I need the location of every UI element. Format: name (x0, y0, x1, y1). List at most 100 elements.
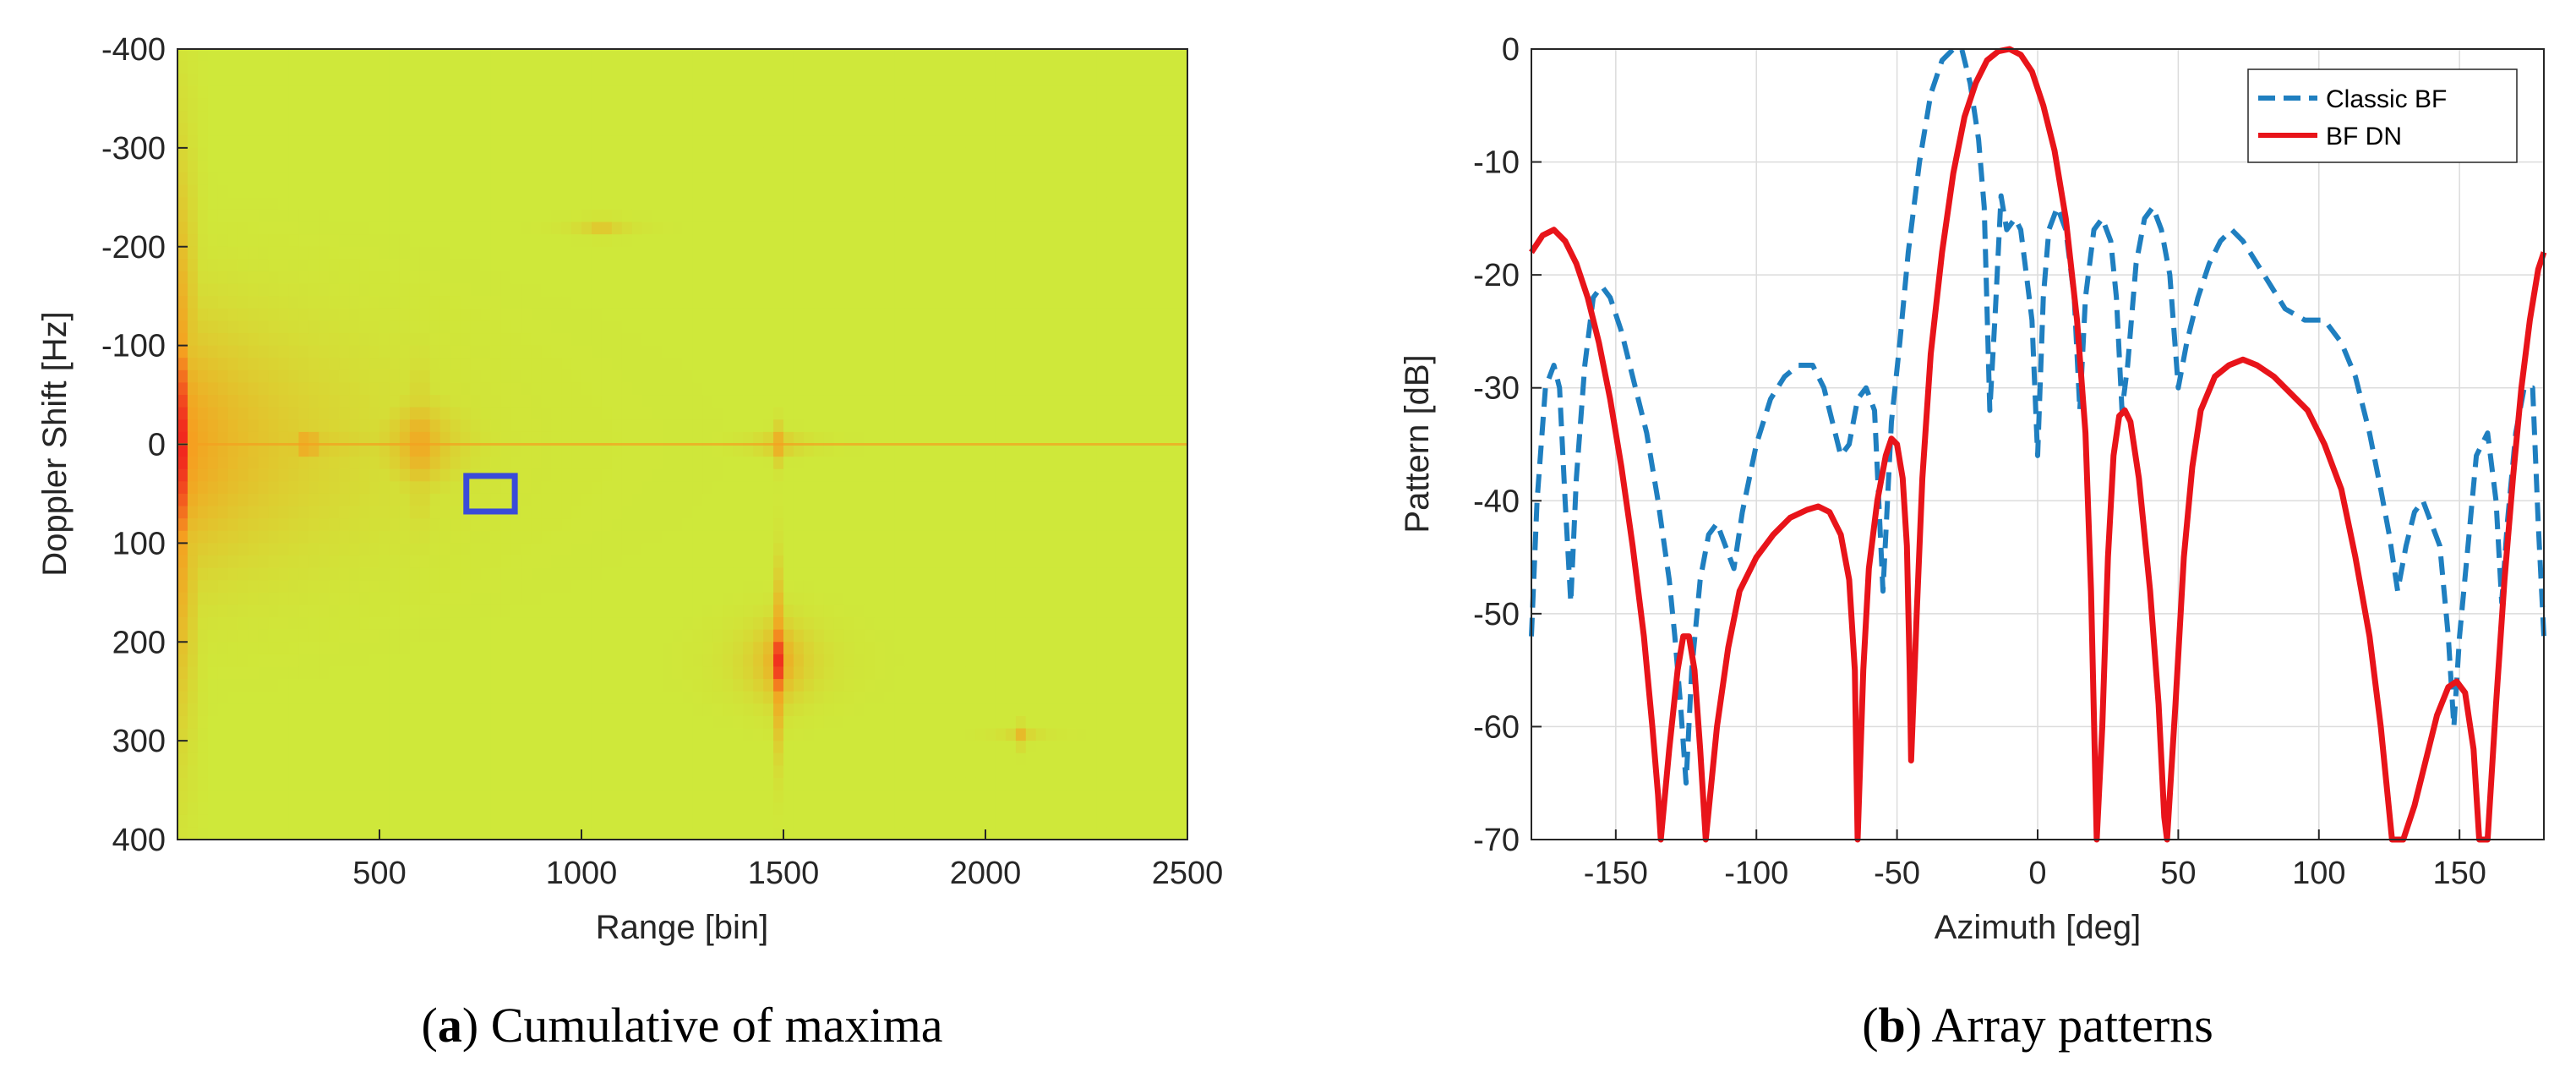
heatmap-cell (429, 333, 441, 347)
heatmap-cell (500, 320, 511, 334)
heatmap-cell (359, 123, 370, 136)
heatmap-cell (1025, 283, 1037, 297)
heatmap-cell (813, 147, 825, 161)
heatmap-cell (581, 111, 592, 124)
heatmap-cell (985, 617, 996, 631)
heatmap-cell (894, 431, 905, 446)
heatmap-cell (268, 147, 280, 161)
heatmap-cell (904, 222, 915, 235)
heatmap-cell (470, 271, 482, 285)
heatmap-cell (187, 605, 199, 618)
heatmap-cell (329, 543, 340, 556)
heatmap-cell (1147, 580, 1158, 594)
heatmap-cell (551, 543, 562, 556)
heatmap-cell (450, 172, 461, 186)
heatmap-cell (551, 518, 562, 532)
heatmap-cell (409, 111, 421, 124)
heatmap-cell (702, 567, 713, 581)
heatmap-cell (531, 506, 542, 519)
heatmap-cell (248, 345, 259, 358)
heatmap-cell (925, 358, 936, 371)
heatmap-cell (763, 468, 774, 482)
heatmap-cell (541, 49, 552, 63)
heatmap-cell (460, 283, 472, 297)
heatmap-cell (187, 111, 199, 124)
heatmap-cell (329, 592, 340, 606)
heatmap-cell (1106, 654, 1117, 668)
heatmap-cell (278, 654, 290, 668)
heatmap-cell (1096, 642, 1107, 655)
heatmap-cell (763, 308, 774, 322)
heatmap-cell (339, 296, 350, 309)
heatmap-cell (864, 592, 876, 606)
heatmap-cell (833, 567, 845, 581)
heatmap-cell (864, 431, 876, 446)
heatmap-cell (723, 283, 734, 297)
heatmap-cell (329, 580, 340, 594)
heatmap-cell (884, 345, 896, 358)
heatmap-cell (743, 654, 754, 668)
heatmap-cell (833, 197, 845, 211)
heatmap-cell (702, 222, 713, 235)
heatmap-cell (359, 654, 370, 668)
heatmap-cell (652, 407, 663, 420)
heatmap-cell (1025, 481, 1037, 495)
heatmap-cell (1147, 506, 1158, 519)
heatmap-cell (692, 457, 703, 470)
heatmap-cell (329, 419, 340, 433)
heatmap-cell (551, 98, 562, 112)
heatmap-cell (702, 296, 713, 309)
heatmap-cell (783, 147, 794, 161)
heatmap-cell (339, 184, 350, 198)
heatmap-cell (843, 147, 855, 161)
heatmap-cell (965, 147, 976, 161)
heatmap-cell (753, 98, 764, 112)
heatmap-cell (672, 123, 684, 136)
heatmap-cell (894, 395, 905, 408)
heatmap-cell (763, 85, 774, 100)
heatmap-cell (1096, 85, 1107, 100)
heatmap-cell (631, 555, 643, 569)
heatmap-cell (521, 98, 532, 112)
heatmap-cell (1076, 160, 1088, 173)
heatmap-cell (904, 234, 915, 248)
heatmap-cell (621, 172, 633, 186)
heatmap-cell (1106, 481, 1117, 495)
heatmap-cell (248, 234, 259, 248)
heatmap-cell (1086, 444, 1098, 457)
heatmap-cell (1045, 61, 1057, 74)
heatmap-cell (1106, 209, 1117, 223)
heatmap-cell (369, 320, 380, 334)
heatmap-cell (339, 605, 350, 618)
heatmap-cell (995, 147, 1007, 161)
heatmap-cell (460, 123, 472, 136)
heatmap-cell (995, 407, 1007, 420)
heatmap-cell (1137, 98, 1148, 112)
heatmap-cell (1096, 271, 1107, 285)
heatmap-cell (914, 308, 925, 322)
heatmap-cell (904, 74, 915, 87)
heatmap-cell (541, 222, 552, 235)
heatmap-cell (591, 320, 603, 334)
heatmap-cell (399, 358, 411, 371)
heatmap-cell (1035, 431, 1047, 446)
heatmap-cell (399, 147, 411, 161)
heatmap-cell (369, 184, 380, 198)
heatmap-cell (621, 642, 633, 655)
heatmap-cell (339, 74, 350, 87)
heatmap-cell (723, 369, 734, 384)
heatmap-cell (248, 419, 259, 433)
heatmap-cell (429, 222, 441, 235)
heatmap-cell (965, 617, 976, 631)
heatmap-cell (1137, 320, 1148, 334)
heatmap-cell (439, 160, 451, 173)
heatmap-cell (1127, 555, 1138, 569)
heatmap-cell (1096, 654, 1107, 668)
heatmap-cell (1025, 518, 1037, 532)
heatmap-cell (409, 506, 421, 519)
heatmap-cell (369, 74, 380, 87)
heatmap-cell (1106, 61, 1117, 74)
heatmap-cell (1076, 555, 1088, 569)
heatmap-cell (177, 468, 188, 482)
heatmap-cell (843, 271, 855, 285)
